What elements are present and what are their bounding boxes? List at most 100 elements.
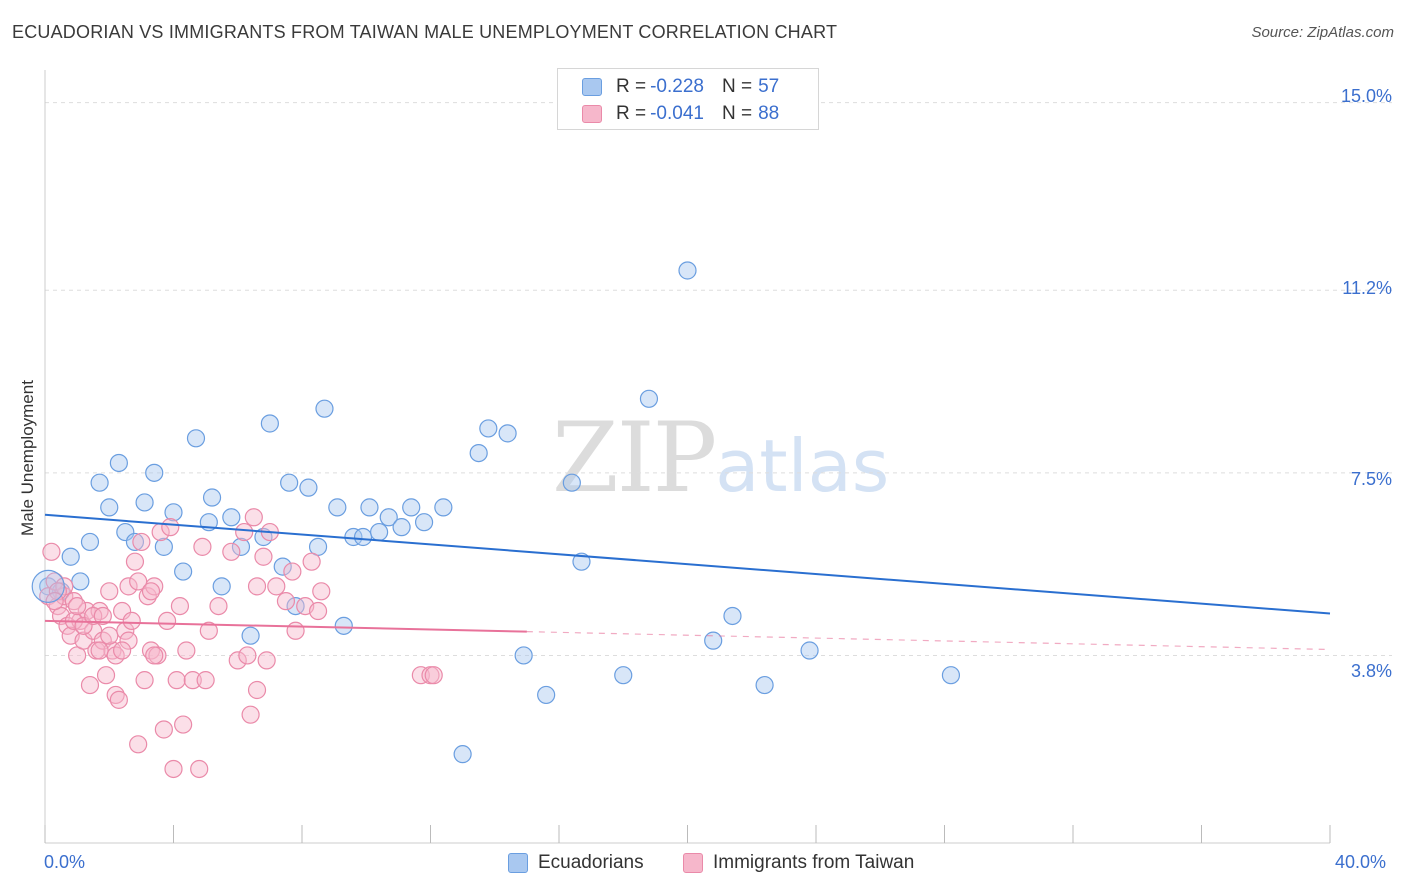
ecuadorian-point — [231, 537, 251, 556]
ecuadorian-cluster-point — [31, 569, 65, 603]
legend-row-ecuadorians: R = -0.228 N = 57 — [582, 74, 779, 100]
legend-item-taiwan[interactable]: Immigrants from Taiwan — [683, 852, 914, 874]
taiwan-point — [241, 705, 260, 724]
taiwan-point — [84, 606, 103, 626]
ecuadorian-point — [280, 473, 299, 492]
ecuadorian-point — [360, 498, 379, 517]
ecuadorian-point — [370, 522, 389, 542]
watermark-zip: ZIP — [552, 402, 717, 514]
ecuadorian-point — [328, 498, 347, 517]
y-tick-label: 7.5% — [1350, 469, 1392, 489]
ecuadorian-point — [154, 537, 173, 556]
taiwan-point — [74, 631, 93, 650]
taiwan-point — [164, 759, 183, 779]
ecuadorian-point — [704, 631, 723, 650]
taiwan-point — [167, 671, 186, 690]
ecuadorian-point — [941, 666, 961, 685]
ecuadorian-point — [414, 513, 434, 532]
taiwan-point — [132, 532, 151, 552]
ecuadorian-point — [135, 493, 154, 512]
taiwan-point — [112, 641, 132, 660]
taiwan-point — [100, 626, 119, 645]
taiwan-point — [96, 666, 116, 685]
ecuadorian-point — [241, 626, 260, 645]
taiwan-point — [183, 671, 202, 690]
taiwan-point — [141, 582, 161, 601]
ecuadorian-point — [315, 399, 334, 418]
taiwan-point — [106, 685, 125, 705]
ecuadorian-point — [286, 596, 305, 616]
n-value: 88 — [758, 103, 780, 124]
taiwan-point — [174, 715, 193, 734]
taiwan-point — [257, 651, 276, 670]
taiwan-point — [93, 606, 112, 626]
taiwan-point — [276, 592, 296, 611]
ecuadorian-point — [90, 473, 109, 492]
watermark: ZIPatlas — [552, 402, 889, 514]
ecuadorian-point — [614, 666, 633, 685]
watermark-atlas: atlas — [715, 424, 890, 508]
taiwan-point — [154, 720, 173, 739]
taiwan-point — [109, 690, 128, 709]
taiwan-point — [177, 641, 196, 660]
ecuadorian-point — [222, 508, 241, 527]
taiwan-point — [135, 671, 154, 690]
taiwan-point — [267, 577, 286, 596]
ecuadorian-point — [755, 675, 774, 695]
blue-swatch — [582, 78, 602, 96]
source-label: Source: ZipAtlas.com — [1251, 24, 1394, 41]
r-value: -0.041 — [650, 103, 704, 124]
n-label: N = — [721, 76, 753, 97]
ecuadorian-point — [260, 414, 279, 433]
taiwan-point — [302, 552, 321, 571]
ecuadorian-point — [469, 443, 488, 463]
taiwan-point — [112, 601, 132, 621]
taiwan-point — [157, 611, 177, 631]
ecuadorian-point — [125, 532, 145, 552]
taiwan-point — [100, 582, 119, 601]
ecuadorian-point — [164, 503, 183, 522]
taiwan-trendline-extension — [526, 631, 1331, 651]
taiwan-point — [122, 611, 141, 631]
ecuadorian-point — [71, 572, 90, 591]
y-tick-label: 11.2% — [1342, 278, 1392, 298]
ecuadorian-point — [639, 389, 659, 408]
pink-swatch — [582, 105, 602, 123]
ecuadorian-trendline — [44, 513, 1331, 615]
ecuadorian-point — [379, 508, 398, 527]
taiwan-point — [228, 651, 247, 670]
legend-label: Immigrants from Taiwan — [713, 852, 915, 873]
ecuadorian-point — [202, 488, 222, 507]
taiwan-point — [283, 562, 302, 581]
correlation-legend: R = -0.228 N = 57 R = -0.041 N = 88 — [557, 68, 819, 130]
ecuadorian-point — [392, 518, 411, 537]
x-tick-label: 0.0% — [44, 852, 86, 872]
taiwan-trendline — [44, 619, 527, 633]
taiwan-point — [424, 666, 443, 685]
taiwan-point — [247, 577, 267, 596]
n-label: N = — [721, 103, 753, 124]
ecuadorian-point — [498, 424, 517, 443]
taiwan-point — [235, 522, 254, 542]
ecuadorian-point — [145, 463, 164, 482]
taiwan-point — [238, 646, 257, 665]
ecuadorian-point — [174, 562, 193, 581]
taiwan-point — [190, 759, 209, 779]
taiwan-point — [90, 641, 109, 660]
ecuadorian-point — [723, 606, 742, 626]
taiwan-point — [125, 552, 145, 571]
taiwan-point — [103, 641, 122, 660]
chart-title: ECUADORIAN VS IMMIGRANTS FROM TAIWAN MAL… — [12, 22, 838, 42]
taiwan-point — [68, 596, 87, 616]
taiwan-point — [129, 572, 148, 591]
ecuadorian-point — [353, 527, 373, 547]
legend-item-ecuadorians[interactable]: Ecuadorians — [508, 852, 644, 874]
legend-label: Ecuadorians — [538, 852, 644, 873]
y-tick-label: 15.0% — [1340, 86, 1392, 106]
taiwan-point — [411, 666, 430, 685]
taiwan-point — [64, 592, 84, 611]
taiwan-point — [193, 537, 212, 556]
ecuadorian-point — [273, 557, 292, 576]
taiwan-point — [42, 542, 61, 561]
